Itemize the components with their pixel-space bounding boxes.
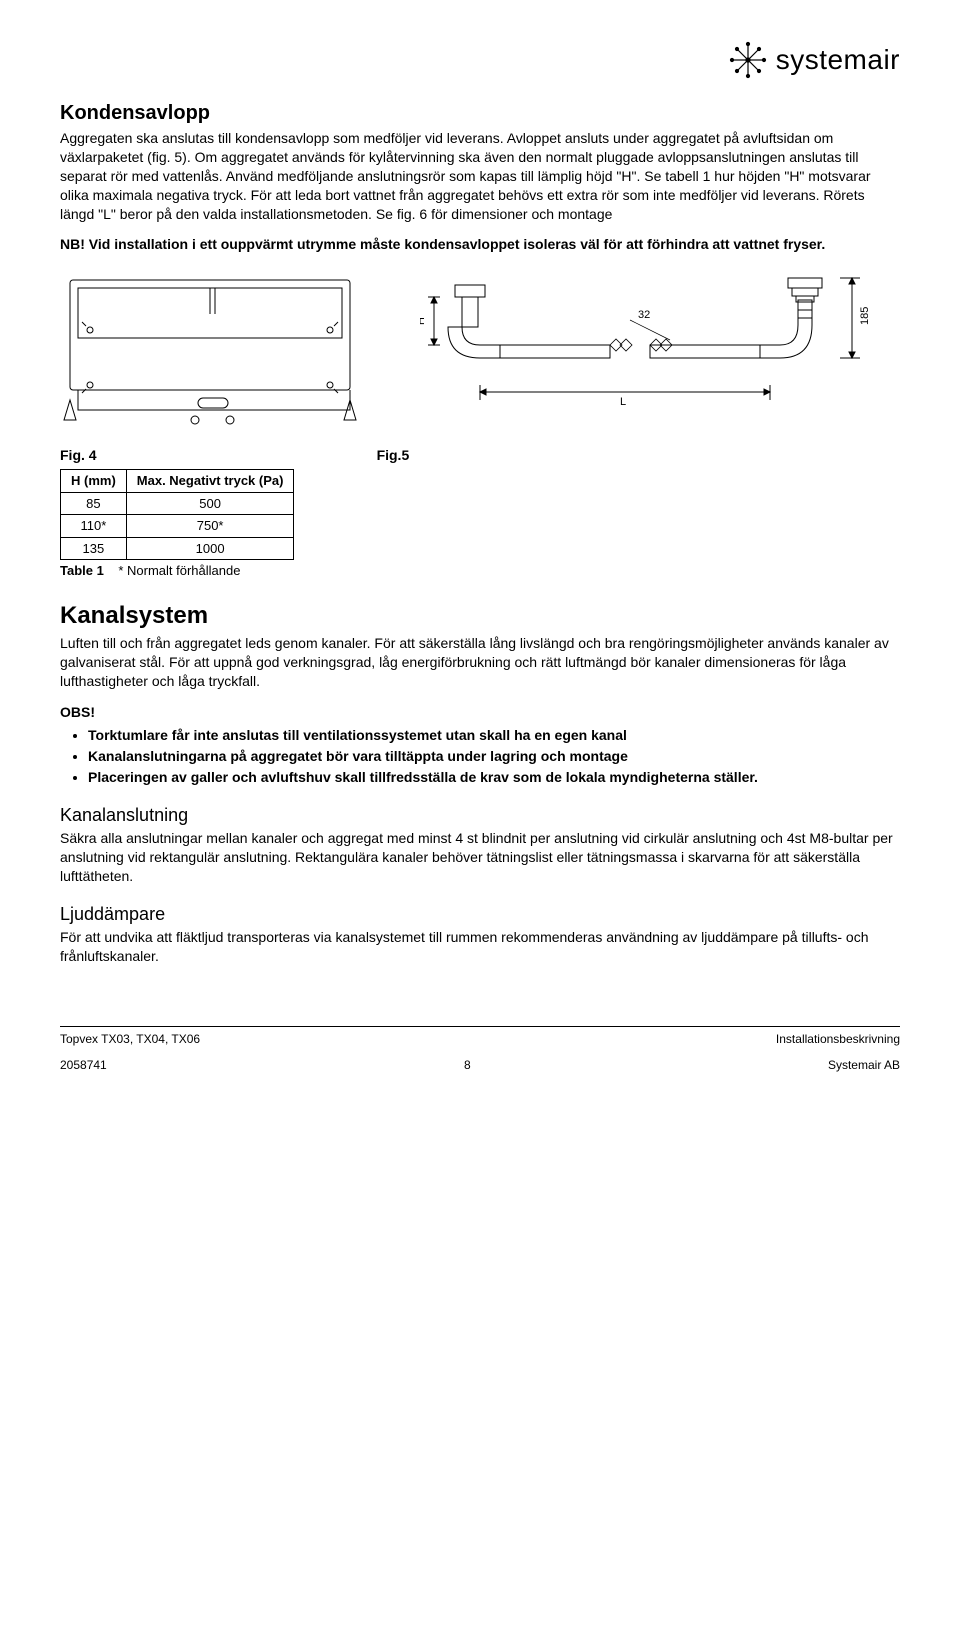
figure-captions: Fig. 4 Fig.5	[60, 446, 900, 465]
table-row: 110*750*	[61, 515, 294, 538]
heading-kondensavlopp: Kondensavlopp	[60, 100, 900, 127]
list-item: Kanalanslutningarna på aggregatet bör va…	[88, 747, 900, 766]
dim-l: L	[620, 396, 626, 408]
heading-kanalsystem: Kanalsystem	[60, 600, 900, 632]
figure-5-diagram: H 32 L 185	[420, 270, 880, 440]
footer-right: Installationsbeskrivning	[776, 1031, 900, 1047]
body-kanalanslutning: Säkra alla anslutningar mellan kanaler o…	[60, 829, 900, 886]
dim-h: H	[420, 317, 427, 325]
caption-fig4: Fig. 4	[60, 446, 97, 465]
footer-row1: Topvex TX03, TX04, TX06 Installationsbes…	[60, 1026, 900, 1047]
list-item: Torktumlare får inte anslutas till venti…	[88, 726, 900, 745]
list-item: Placeringen av galler och avluftshuv ska…	[88, 768, 900, 787]
footer-left: Topvex TX03, TX04, TX06	[60, 1031, 200, 1047]
caption-fig5: Fig.5	[377, 446, 410, 465]
table1-caption: Table 1 * Normalt förhållande	[60, 562, 900, 580]
table-row: 85500	[61, 492, 294, 515]
table1-h1: Max. Negativt tryck (Pa)	[126, 470, 294, 493]
brand-snowflake-icon	[728, 40, 768, 80]
footer-docnum: 2058741	[60, 1057, 107, 1073]
footer-company: Systemair AB	[828, 1057, 900, 1073]
dim-32: 32	[638, 309, 650, 321]
table1-h0: H (mm)	[61, 470, 127, 493]
note-nb: NB! Vid installation i ett ouppvärmt utr…	[60, 235, 900, 254]
obs-list: Torktumlare får inte anslutas till venti…	[60, 726, 900, 787]
footer-page: 8	[464, 1057, 471, 1073]
table-1: H (mm) Max. Negativt tryck (Pa) 85500 11…	[60, 469, 294, 560]
brand-text: systemair	[776, 41, 900, 79]
table-row: 1351000	[61, 537, 294, 560]
dim-185: 185	[859, 307, 871, 325]
figure-4-diagram	[60, 270, 390, 440]
footer-row2: 2058741 8 Systemair AB	[60, 1057, 900, 1073]
figure-row: H 32 L 185	[60, 270, 900, 440]
heading-ljuddampare: Ljuddämpare	[60, 902, 900, 926]
obs-label: OBS!	[60, 703, 900, 722]
body-kondensavlopp: Aggregaten ska anslutas till kondensavlo…	[60, 129, 900, 223]
header-logo: systemair	[60, 40, 900, 80]
body-ljuddampare: För att undvika att fläktljud transporte…	[60, 928, 900, 966]
heading-kanalanslutning: Kanalanslutning	[60, 803, 900, 827]
body-kanalsystem: Luften till och från aggregatet leds gen…	[60, 634, 900, 691]
